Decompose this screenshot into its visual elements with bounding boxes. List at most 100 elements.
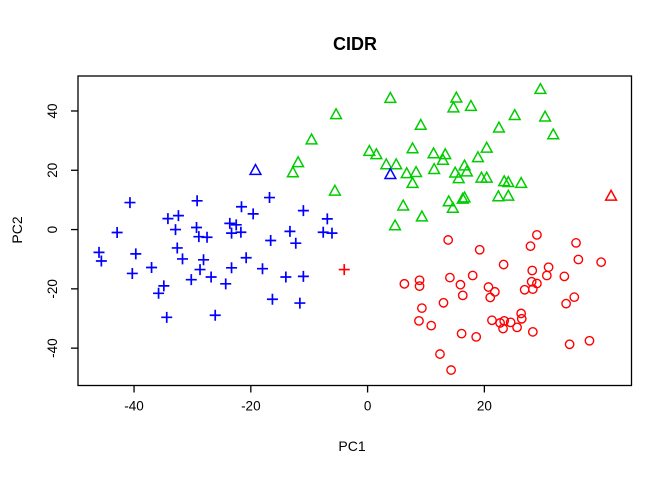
point-triangle <box>471 150 485 163</box>
point-triangle <box>400 166 414 179</box>
point-triangle <box>480 140 494 153</box>
x-tick-label: -40 <box>124 399 144 414</box>
x-axis-label: PC1 <box>338 438 365 454</box>
point-triangle <box>538 109 552 122</box>
cluster-1-blue-plus <box>93 192 338 323</box>
point-triangle <box>388 218 402 231</box>
chart-title: CIDR <box>333 34 377 54</box>
x-tick-label: -20 <box>241 399 261 414</box>
point-plus <box>130 248 142 260</box>
point-triangle <box>304 132 319 145</box>
point-circle <box>487 315 497 326</box>
point-circle <box>467 270 478 281</box>
point-plus <box>220 278 232 290</box>
point-circle <box>474 244 485 255</box>
point-circle <box>498 323 508 334</box>
axis-ticks: -40 -20 0 20 -40 -20 0 20 40 <box>45 103 492 413</box>
point-triangle <box>383 167 398 180</box>
plot-border <box>77 75 633 387</box>
point-circle <box>573 254 584 265</box>
point-plus <box>209 309 221 321</box>
point-circle <box>564 339 575 350</box>
y-tick-label: -40 <box>45 338 60 358</box>
point-plus <box>280 271 292 283</box>
x-tick-label: 20 <box>477 399 492 414</box>
point-circle <box>471 331 482 342</box>
point-plus <box>171 242 183 254</box>
point-triangle <box>426 146 441 159</box>
point-plus <box>226 262 238 274</box>
point-triangle <box>329 107 343 120</box>
point-triangle <box>362 144 377 157</box>
point-plus <box>240 252 252 264</box>
point-plus <box>265 235 277 247</box>
point-triangle <box>456 191 470 204</box>
point-circle <box>532 230 542 240</box>
point-plus <box>111 227 123 239</box>
point-triangle <box>389 157 403 170</box>
y-tick-label: 20 <box>45 163 60 178</box>
point-triangle <box>291 155 305 168</box>
point-circle <box>527 326 538 337</box>
point-plus <box>257 263 268 275</box>
point-circle <box>569 292 580 303</box>
point-plus <box>93 246 105 258</box>
point-triangle <box>446 200 460 214</box>
point-circle <box>456 328 467 339</box>
red-plus-outlier <box>338 264 350 276</box>
point-triangle <box>457 190 472 203</box>
point-triangle <box>460 164 474 177</box>
point-plus <box>290 237 302 249</box>
point-triangle <box>508 108 522 121</box>
point-triangle <box>383 90 398 104</box>
point-triangle <box>427 162 441 175</box>
point-circle <box>455 279 466 290</box>
point-triangle <box>369 147 384 160</box>
point-circle <box>512 322 522 333</box>
point-plus <box>235 201 247 213</box>
blue-triangle-outliers <box>248 163 398 180</box>
point-plus <box>124 197 136 209</box>
point-circle <box>525 241 536 252</box>
point-circle <box>516 308 527 319</box>
point-plus <box>161 311 173 323</box>
point-circle <box>527 265 538 276</box>
point-circle <box>438 297 449 308</box>
point-triangle <box>442 194 456 207</box>
cluster-2-green-triangle <box>286 82 560 231</box>
point-plus <box>297 270 309 282</box>
point-plus <box>198 254 210 266</box>
red-triangle-outlier <box>604 188 618 201</box>
point-circle <box>559 271 570 282</box>
point-plus <box>177 253 189 265</box>
point-plus <box>146 262 158 274</box>
point-plus <box>226 227 238 239</box>
point-triangle <box>604 188 618 201</box>
point-plus <box>162 213 174 225</box>
point-circle <box>541 270 552 281</box>
point-triangle <box>501 175 515 188</box>
point-plus <box>172 210 184 222</box>
point-circle <box>443 235 454 245</box>
point-plus <box>294 297 306 309</box>
point-plus <box>153 287 165 299</box>
point-triangle <box>405 176 420 189</box>
point-circle <box>596 257 607 268</box>
point-plus <box>201 231 213 243</box>
point-circle <box>584 335 595 346</box>
point-triangle <box>328 183 342 196</box>
point-circle <box>483 282 494 292</box>
point-triangle <box>448 165 462 178</box>
point-circle <box>498 259 509 270</box>
point-plus <box>191 221 203 233</box>
point-circle <box>505 317 516 328</box>
point-circle <box>414 275 425 286</box>
point-circle <box>571 238 581 248</box>
y-tick-label: -20 <box>45 279 60 299</box>
point-triangle <box>452 171 466 184</box>
point-triangle <box>409 165 423 178</box>
point-circle <box>489 286 500 297</box>
point-plus <box>95 255 107 267</box>
